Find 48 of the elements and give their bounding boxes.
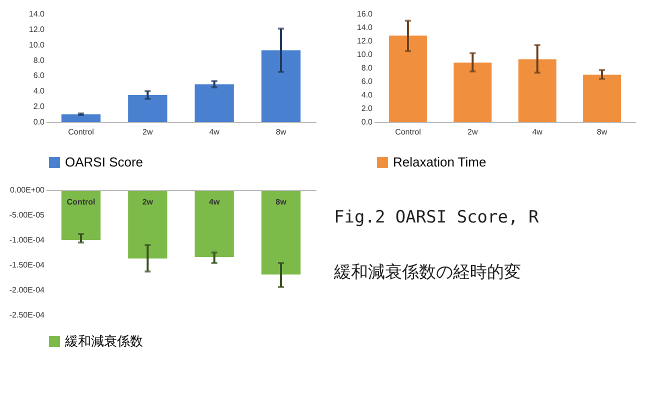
y-tick-label: 0.0 [33,118,46,126]
bar [194,84,234,122]
y-tick-label: 6.0 [361,77,374,86]
x-tick-label: 8w [276,128,286,136]
y-tick-label: -2.00E-04 [9,286,46,294]
text: 緩和減衰係数の経時的変 [333,262,521,282]
x-tick-label: Control [68,128,94,136]
legend-label: Relaxation Time [393,154,486,170]
y-tick-label: 8.0 [361,64,374,72]
y-tick-label: 6.0 [33,71,46,80]
x-tick-label: 4w [208,198,220,206]
y-tick-label: 10.0 [28,40,46,50]
bar [61,114,101,122]
legend-label: 緩和減衰係数 [64,334,143,348]
bar [261,50,301,122]
y-tick-label: 12.0 [356,36,374,46]
y-tick-label: -2.50E-04 [9,310,46,320]
y-tick-label: 4.0 [361,90,374,100]
y-tick-label: 4.0 [33,86,46,96]
y-tick-label: 14.0 [28,10,46,18]
x-tick-label: Control [66,198,96,206]
x-tick-label: 8w [596,128,608,136]
caption: Fig.2 OARSI Score, R [334,208,540,228]
bar [388,36,427,122]
x-tick-label: 4w [532,128,543,136]
y-tick-label: 2.0 [361,104,374,113]
y-tick-label: 8.0 [33,56,46,65]
bar [454,62,492,122]
bar [128,95,168,122]
y-tick-label: -5.00E-05 [9,210,46,220]
bar [518,59,556,122]
y-tick-label: 0.0 [361,118,374,126]
y-tick-label: 16.0 [356,10,374,18]
legend-label: OARSI Score [65,154,144,170]
x-tick-label: 2w [142,198,154,206]
bar [583,74,622,122]
x-tick-label: Control [395,128,422,136]
x-tick-label: 2w [468,128,478,136]
x-tick-label: 4w [209,128,220,136]
y-tick-label: 2.0 [33,102,46,112]
y-tick-label: 0.00E+00 [10,186,46,194]
y-tick-label: -1.50E-04 [9,260,46,270]
y-tick-label: 12.0 [28,24,46,34]
x-tick-label: 2w [142,128,153,136]
y-tick-label: 14.0 [356,23,374,32]
x-tick-label: 8w [276,198,288,206]
y-tick-label: 10.0 [356,50,374,59]
y-tick-label: -1.00E-04 [9,236,46,244]
